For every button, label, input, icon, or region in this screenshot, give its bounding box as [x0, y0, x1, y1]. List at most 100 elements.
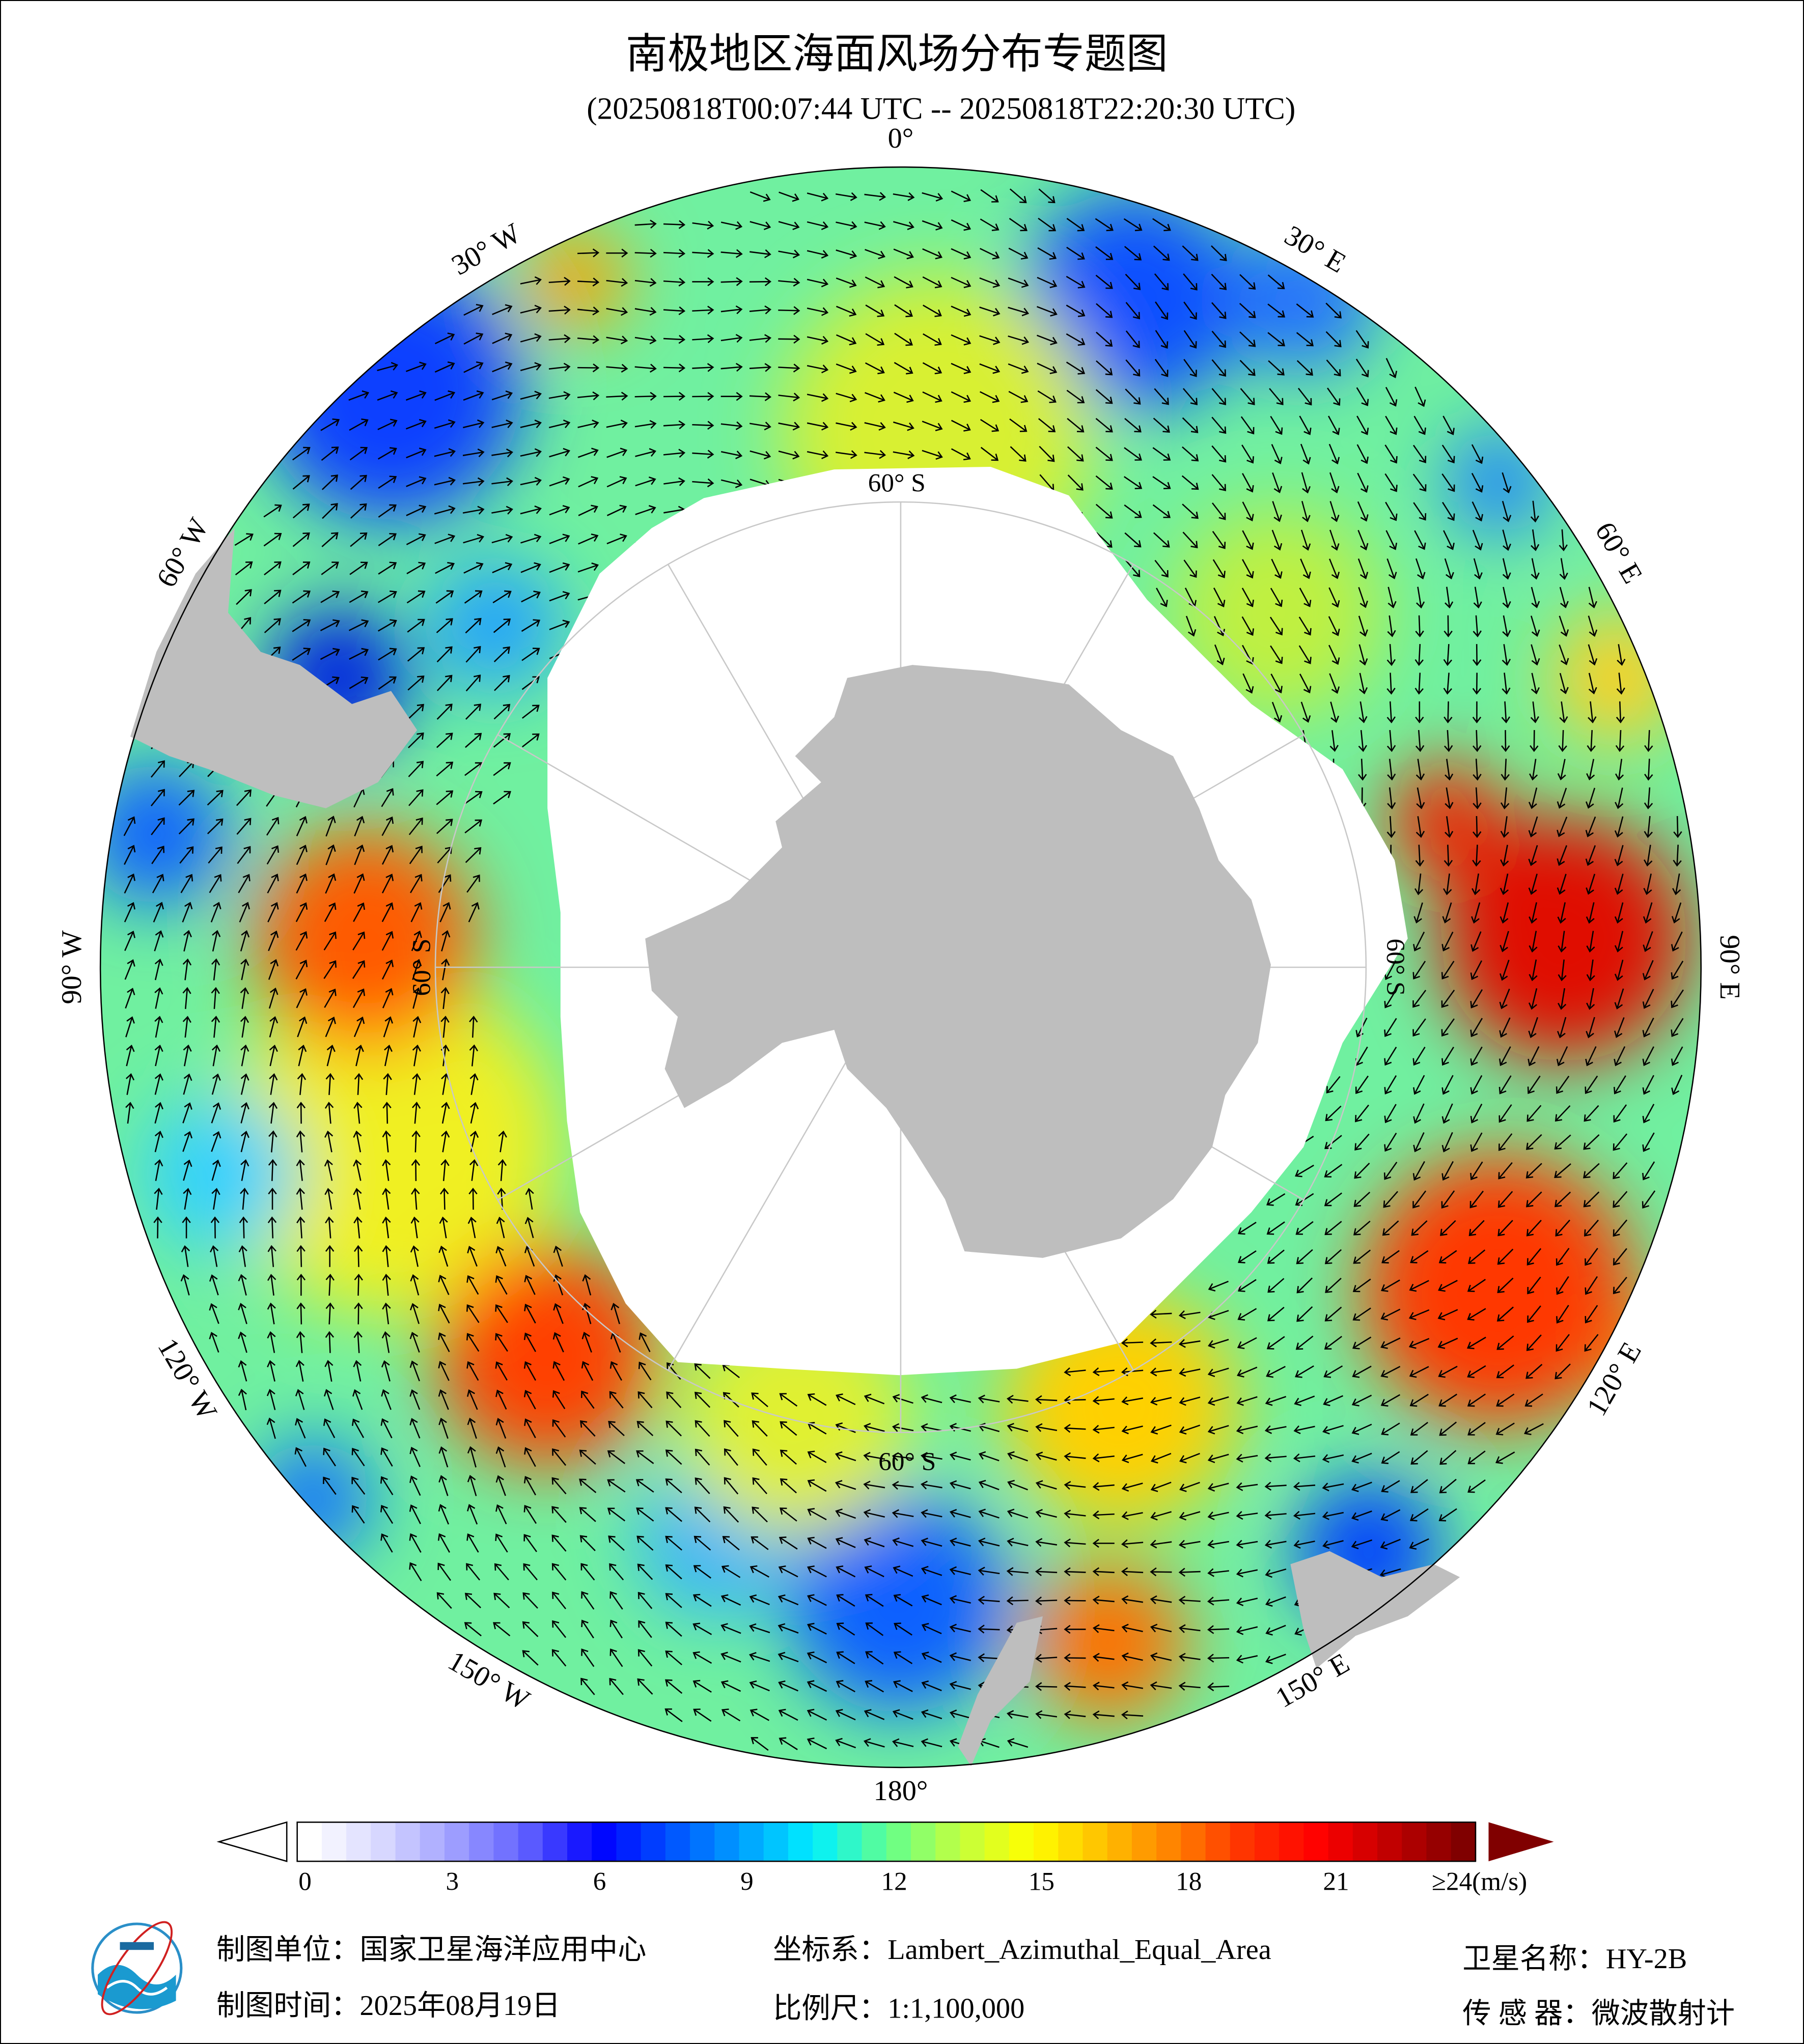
colorbar-cell	[1377, 1822, 1403, 1862]
wind-arrow	[581, 1648, 595, 1667]
lat-label-right: 60° S	[1381, 939, 1410, 996]
wind-arrow	[1531, 529, 1540, 551]
wind-arrow	[124, 959, 135, 980]
wind-arrow	[1467, 1249, 1486, 1264]
wind-arrow	[724, 1448, 738, 1466]
wind-arrow	[1671, 989, 1684, 1009]
wind-arrow	[150, 789, 165, 806]
wind-arrow	[492, 332, 513, 344]
wind-arrow	[1530, 615, 1540, 637]
wind-arrow	[807, 1594, 827, 1606]
wind-arrow	[1615, 759, 1624, 781]
wind-arrow	[295, 931, 308, 951]
wind-arrow	[893, 248, 914, 260]
wind-arrow	[1381, 1422, 1400, 1436]
wind-arrow	[548, 305, 571, 315]
wind-arrow	[778, 1623, 799, 1634]
wind-arrow	[548, 391, 571, 400]
wind-arrow	[183, 1073, 192, 1095]
wind-arrow	[1324, 1335, 1343, 1350]
wind-arrow	[1528, 1017, 1538, 1039]
wind-arrow	[1207, 1425, 1229, 1435]
wind-arrow	[381, 845, 394, 865]
wind-arrow	[1500, 960, 1510, 981]
wind-arrow	[406, 476, 427, 487]
wind-arrow	[1529, 959, 1538, 982]
wind-arrow	[1207, 1511, 1229, 1521]
wind-arrow	[1358, 587, 1368, 608]
colorbar-cell	[1230, 1822, 1256, 1862]
wind-arrow	[353, 1331, 363, 1353]
wind-arrow	[498, 1130, 507, 1153]
wind-arrow	[296, 1331, 305, 1353]
colorbar-cell	[886, 1822, 912, 1862]
wind-arrow	[296, 1159, 305, 1181]
wind-arrow	[1121, 1595, 1144, 1605]
wind-arrow	[266, 817, 280, 836]
wind-arrow	[325, 1274, 335, 1296]
wind-arrow	[1412, 1018, 1426, 1037]
wind-arrow	[267, 1245, 276, 1267]
wind-arrow	[922, 421, 943, 432]
wind-arrow	[1642, 1161, 1655, 1181]
wind-arrow	[1441, 1190, 1455, 1209]
wind-arrow	[1037, 276, 1058, 288]
wind-arrow	[979, 335, 1001, 345]
wind-arrow	[1207, 1597, 1230, 1606]
wind-arrow	[1154, 388, 1169, 405]
wind-arrow	[208, 846, 223, 864]
wind-arrow	[1385, 530, 1398, 550]
wind-arrow	[381, 1331, 391, 1353]
wind-arrow	[1558, 730, 1567, 752]
wind-arrow	[465, 646, 481, 663]
new-zealand-land	[958, 1616, 1043, 1767]
wind-arrow	[240, 1102, 249, 1124]
wind-arrow	[464, 1592, 481, 1609]
wind-arrow	[1442, 501, 1455, 521]
wind-speed-patch	[1023, 189, 1245, 411]
wind-arrow	[836, 393, 857, 403]
wind-arrow	[1152, 476, 1171, 489]
wind-arrow	[637, 1591, 653, 1609]
wind-arrow	[864, 192, 886, 201]
wind-arrow	[1467, 1393, 1486, 1407]
wind-arrow	[181, 1245, 190, 1267]
wind-arrow	[1613, 1219, 1628, 1237]
wind-arrow	[1035, 1654, 1058, 1663]
wind-arrow	[435, 590, 454, 604]
wind-arrow	[1242, 501, 1254, 522]
wind-arrow	[1267, 1278, 1285, 1293]
wind-arrow	[778, 277, 800, 287]
wind-arrow	[1207, 1625, 1230, 1634]
wind-arrow	[1410, 1450, 1428, 1465]
wind-arrow	[382, 1102, 392, 1124]
wind-arrow	[1473, 730, 1482, 752]
wind-arrow	[951, 391, 972, 403]
wind-arrow	[922, 362, 942, 375]
wind-arrow	[468, 1188, 478, 1210]
colorbar-cell	[788, 1822, 814, 1862]
wind-arrow	[1301, 472, 1311, 494]
wind-arrow	[266, 1389, 276, 1410]
wind-arrow	[1614, 845, 1624, 866]
wind-arrow	[1267, 274, 1285, 290]
wind-arrow	[921, 1594, 942, 1606]
wind-speed-patch	[143, 1095, 300, 1252]
wind-arrow	[865, 362, 885, 375]
wind-arrow	[495, 1533, 508, 1553]
wind-arrow	[296, 988, 308, 1009]
wind-arrow	[1296, 303, 1314, 318]
wind-arrow	[551, 1563, 567, 1581]
wind-arrow	[1154, 559, 1169, 578]
wind-arrow	[1066, 361, 1086, 375]
wind-arrow	[521, 619, 541, 632]
wind-arrow	[495, 1361, 508, 1381]
wind-arrow	[720, 451, 743, 459]
wind-arrow	[1473, 759, 1482, 781]
wind-arrow	[720, 479, 743, 488]
wind-arrow	[1213, 616, 1226, 636]
wind-arrow	[436, 819, 453, 834]
wind-arrow	[325, 1331, 335, 1353]
wind-arrow	[1208, 1280, 1229, 1292]
wind-arrow	[493, 762, 511, 776]
